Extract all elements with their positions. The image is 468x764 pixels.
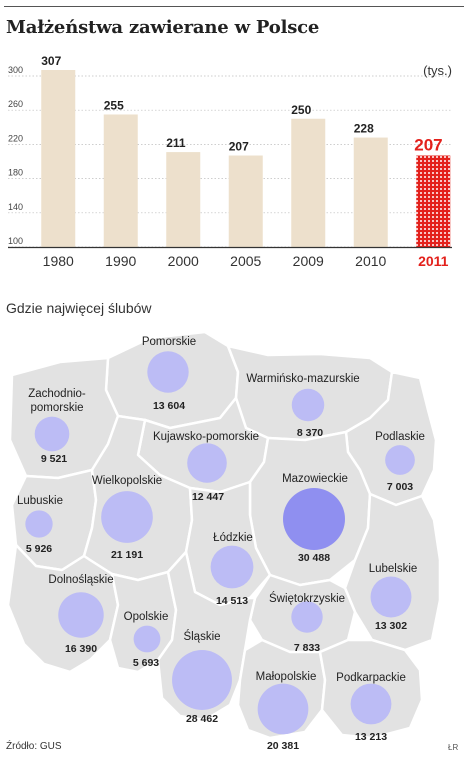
bar-value-label: 211 — [166, 136, 186, 150]
region-lubelskie — [343, 492, 442, 652]
bar-chart: 100 140 180 220 260 300 (tys.) 307 1980 255 1990 21… — [8, 54, 452, 269]
bar-1980 — [41, 70, 76, 247]
map-subtitle: Gdzie najwięcej ślubów — [6, 300, 152, 316]
x-tick-label: 2009 — [293, 253, 324, 269]
region-value-label: 13 604 — [153, 400, 185, 412]
source-note: Źródło: GUS — [6, 741, 62, 752]
y-tick-label: 260 — [8, 99, 23, 109]
bubble-slaskie — [172, 650, 232, 710]
bubble-podlaskie — [385, 445, 415, 475]
bubbles-layer — [25, 351, 415, 735]
unit-label: (tys.) — [423, 63, 452, 78]
region-name-label: Świętokrzyskie — [269, 592, 345, 605]
bubble-mazowieckie — [283, 488, 345, 550]
region-name-label: Zachodnio- — [28, 388, 86, 400]
bar-value-label: 255 — [104, 98, 124, 112]
region-name-label: Śląskie — [183, 630, 220, 643]
region-name-label: Łódzkie — [213, 532, 253, 544]
region-value-label: 7 003 — [387, 481, 413, 493]
region-name-label: Mazowieckie — [282, 473, 348, 485]
region-name-label: Warmińsko-mazurskie — [246, 373, 359, 385]
region-value-label: 21 191 — [111, 549, 143, 561]
bar-2011 — [416, 155, 451, 247]
bubble-dolnoslaskie — [58, 592, 104, 638]
bubble-malopolskie — [257, 683, 309, 735]
region-name-label: Podkarpackie — [336, 672, 406, 684]
region-name-label: pomorskie — [30, 402, 83, 414]
region-name-label: Małopolskie — [256, 671, 317, 683]
region-value-label: 20 381 — [267, 740, 299, 752]
bar-value-label: 207 — [414, 136, 442, 155]
bar-2009 — [291, 118, 326, 247]
y-tick-label: 180 — [8, 168, 23, 178]
bar-1990 — [103, 114, 138, 247]
y-tick-label: 300 — [8, 65, 23, 75]
region-name-label: Wielkopolskie — [92, 475, 162, 487]
x-tick-label: 2005 — [230, 253, 261, 269]
bubble-opolskie — [133, 625, 161, 653]
y-tick-label: 140 — [8, 202, 23, 212]
bubble-podkarpackie — [350, 683, 392, 725]
bubble-kujawsko-pomorskie — [187, 443, 227, 483]
bubble-pomorskie — [147, 351, 189, 393]
labels-layer: Pomorskie 13 604 Zachodnio-pomorskie 9 521 W… — [17, 336, 425, 752]
x-tick-label: 2011 — [418, 253, 449, 269]
bar-value-label: 307 — [41, 54, 61, 68]
region-value-label: 8 370 — [297, 427, 323, 439]
x-tick-label: 2010 — [355, 253, 386, 269]
region-name-label: Lubuskie — [17, 495, 63, 507]
bubble-warminsko-mazurskie — [291, 388, 325, 422]
x-tick-label: 1990 — [105, 253, 136, 269]
top-rule — [4, 6, 464, 7]
bar-2005 — [228, 155, 263, 247]
y-tick-label: 100 — [8, 236, 23, 246]
author-initials: ŁR — [448, 743, 459, 752]
bubble-swietokrzyskie — [291, 601, 323, 633]
region-value-label: 16 390 — [65, 643, 97, 655]
bar-value-label: 228 — [354, 122, 374, 136]
y-tick-label: 220 — [8, 133, 23, 143]
region-name-label: Lubelskie — [369, 563, 418, 575]
region-name-label: Dolnośląskie — [48, 574, 113, 586]
bar-value-label: 250 — [291, 103, 311, 117]
bar-value-label: 207 — [229, 140, 249, 154]
region-value-label: 9 521 — [41, 453, 67, 465]
bubble-wielkopolskie — [101, 491, 153, 543]
region-name-label: Podlaskie — [375, 431, 425, 443]
region-name-label: Kujawsko-pomorskie — [153, 431, 259, 443]
bubble-lodzkie — [210, 545, 254, 589]
bar-2000 — [166, 152, 201, 247]
bubble-zachodnio-pomorskie — [34, 416, 70, 452]
bar-2010 — [353, 137, 388, 247]
region-value-label: 7 833 — [294, 642, 320, 654]
region-value-label: 14 513 — [216, 595, 248, 607]
region-value-label: 12 447 — [192, 491, 224, 503]
region-value-label: 28 462 — [186, 713, 218, 725]
region-name-label: Opolskie — [124, 611, 169, 623]
region-value-label: 13 213 — [355, 731, 387, 743]
chart-title: Małżeństwa zawierane w Polsce — [6, 17, 320, 38]
region-name-label: Pomorskie — [142, 336, 196, 348]
region-value-label: 30 488 — [298, 552, 330, 564]
region-value-label: 5 693 — [133, 657, 159, 669]
x-tick-label: 2000 — [168, 253, 199, 269]
bubble-lubelskie — [370, 576, 412, 618]
x-tick-label: 1980 — [43, 253, 74, 269]
region-map: Pomorskie 13 604 Zachodnio-pomorskie 9 521 W… — [6, 330, 442, 752]
bubble-lubuskie — [25, 510, 53, 538]
region-value-label: 13 302 — [375, 620, 407, 632]
region-value-label: 5 926 — [26, 543, 52, 555]
